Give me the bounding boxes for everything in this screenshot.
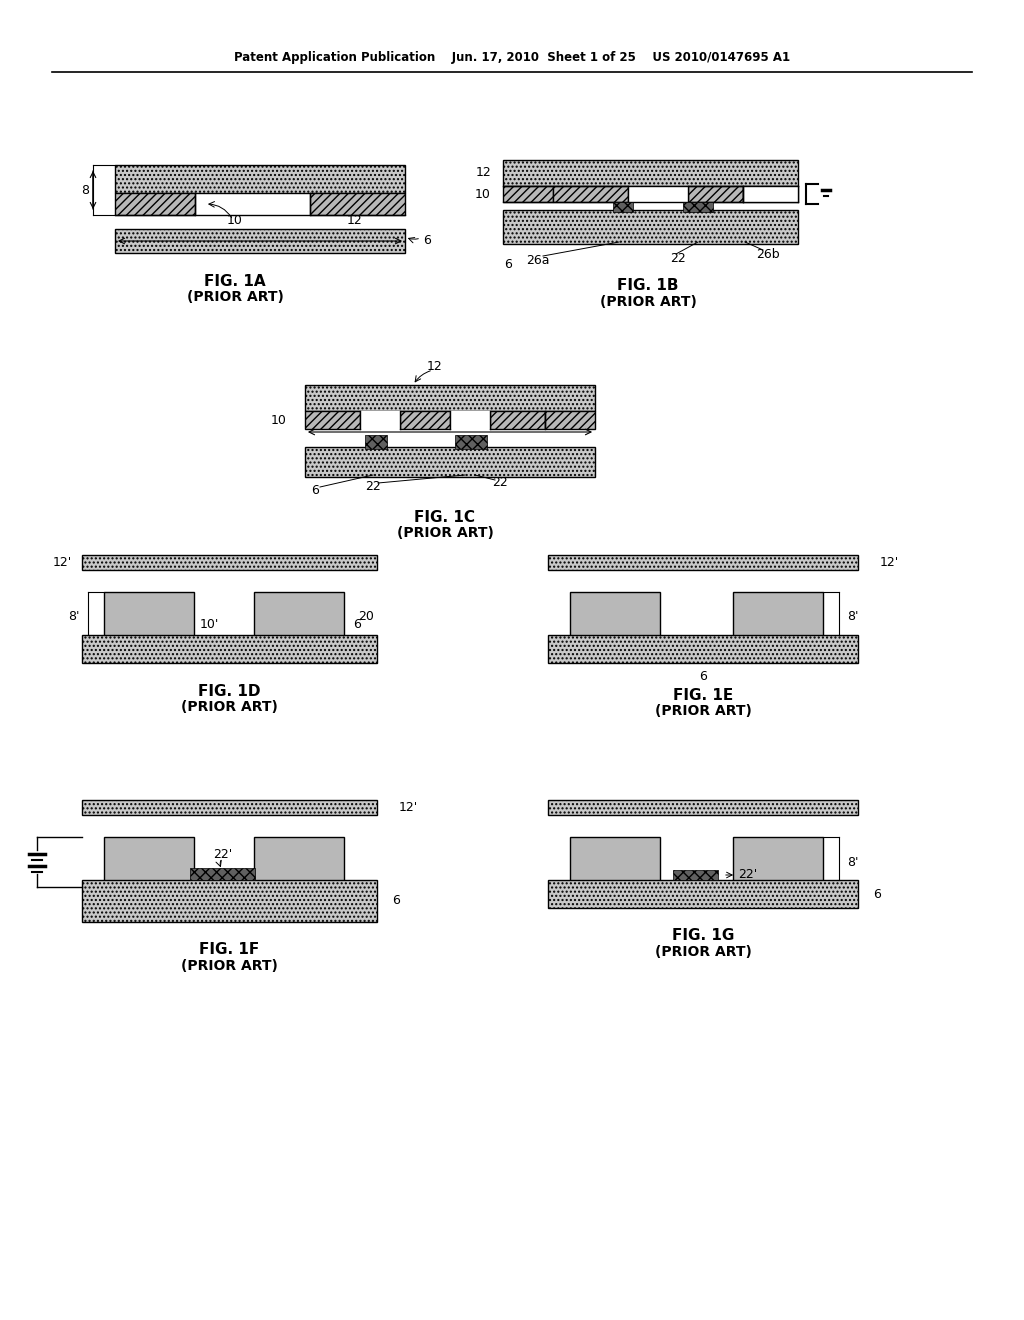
Bar [104,837,194,887]
Text: FIG. 1E: FIG. 1E [673,688,733,702]
Bar [553,186,628,202]
Text: (PRIOR ART): (PRIOR ART) [396,525,494,540]
Text: 26b: 26b [756,248,780,260]
Bar [360,411,400,429]
Bar [628,186,688,202]
Bar [455,436,487,449]
Bar [82,800,377,814]
Bar [545,411,595,429]
Text: 12: 12 [347,214,362,227]
Text: 22: 22 [366,480,381,494]
Text: 12': 12' [880,556,899,569]
Bar [365,436,387,449]
Text: 10: 10 [271,413,287,426]
Text: 6: 6 [392,895,400,908]
Text: 6: 6 [311,484,318,498]
Text: (PRIOR ART): (PRIOR ART) [654,704,752,718]
Bar [570,591,660,642]
Bar [548,800,858,814]
Bar [490,411,545,429]
Bar [254,591,344,642]
Text: 6: 6 [504,257,512,271]
Bar [733,837,823,887]
Text: (PRIOR ART): (PRIOR ART) [181,700,278,714]
Bar [503,160,798,186]
Text: 20: 20 [358,610,374,623]
Bar [310,193,406,215]
Text: (PRIOR ART): (PRIOR ART) [654,945,752,960]
Text: 22': 22' [213,847,232,861]
Text: FIG. 1D: FIG. 1D [199,684,261,698]
Text: FIG. 1C: FIG. 1C [415,510,475,524]
Text: 8: 8 [81,183,89,197]
Text: 22': 22' [738,869,758,882]
Text: (PRIOR ART): (PRIOR ART) [181,960,278,973]
Text: 12': 12' [53,556,72,569]
Text: FIG. 1F: FIG. 1F [200,942,260,957]
Bar [115,193,195,215]
Bar [613,202,633,213]
Text: 8': 8' [69,610,80,623]
Text: 6: 6 [423,235,431,248]
Bar [115,165,406,193]
Text: 8': 8' [847,610,858,623]
Text: 8': 8' [847,855,858,869]
Bar [503,186,553,202]
Text: FIG. 1A: FIG. 1A [204,273,266,289]
Bar [743,186,798,202]
Text: 12: 12 [475,166,490,180]
Text: (PRIOR ART): (PRIOR ART) [600,294,696,309]
Bar [82,635,377,663]
Text: 6: 6 [873,887,881,900]
Text: 10': 10' [200,619,219,631]
Bar [400,411,450,429]
Bar [450,411,490,429]
Bar [503,210,798,244]
Text: Patent Application Publication    Jun. 17, 2010  Sheet 1 of 25    US 2010/014769: Patent Application Publication Jun. 17, … [233,50,791,63]
Bar [82,880,377,921]
Text: 26a: 26a [526,253,550,267]
Text: 10: 10 [475,187,490,201]
Bar [683,202,713,213]
Text: 12: 12 [427,360,442,374]
Text: (PRIOR ART): (PRIOR ART) [186,290,284,304]
Text: FIG. 1B: FIG. 1B [617,279,679,293]
Bar [743,186,798,202]
Text: 10: 10 [227,214,243,227]
Bar [190,869,255,880]
Bar [570,837,660,887]
Text: 6: 6 [699,671,707,684]
Text: 6: 6 [353,619,360,631]
Bar [305,447,595,477]
Bar [548,880,858,908]
Bar [673,870,718,880]
Bar [733,591,823,642]
Bar [305,385,595,411]
Text: 12': 12' [399,801,418,814]
Bar [254,837,344,887]
Bar [548,554,858,570]
Text: FIG. 1G: FIG. 1G [672,928,734,944]
Bar [548,635,858,663]
Bar [82,554,377,570]
Bar [688,186,743,202]
Bar [104,591,194,642]
Bar [115,228,406,253]
Text: 22: 22 [493,477,508,490]
Text: 22: 22 [670,252,686,264]
Bar [305,411,360,429]
